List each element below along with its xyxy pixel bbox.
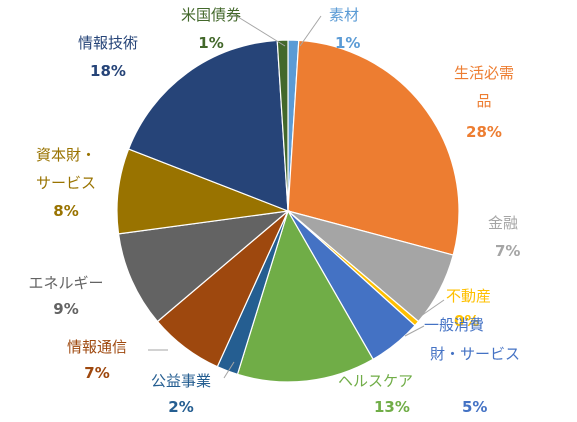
slice-percent-label: 0% <box>454 312 479 330</box>
leader-lines <box>148 11 445 379</box>
slice-label: 素材 <box>329 6 359 24</box>
slice-label: 米国債券 <box>181 6 241 24</box>
pie-slice <box>287 39 460 256</box>
slice-label: 金融 <box>488 214 518 232</box>
pie-slice <box>236 209 374 383</box>
slice-percent-label: 5% <box>462 398 487 416</box>
pie-slice <box>276 39 289 212</box>
pie-slices <box>116 39 460 383</box>
slice-percent-label: 18% <box>90 62 126 80</box>
leader-line <box>404 325 425 337</box>
leader-line <box>229 11 286 47</box>
slice-label: 情報通信 <box>67 338 127 356</box>
slice-percent-label: 1% <box>198 34 223 52</box>
pie-slice <box>127 39 289 212</box>
slice-label: 不動産 <box>446 287 491 305</box>
slice-percent-label: 9% <box>53 300 78 318</box>
slice-label: 情報技術 <box>78 34 138 52</box>
slice-percent-label: 13% <box>374 398 410 416</box>
slice-label: 品 <box>476 92 491 110</box>
slice-label: エネルギー <box>28 274 103 292</box>
leader-line <box>299 15 322 47</box>
slice-label: 生活必需 <box>454 64 514 82</box>
leader-line <box>417 299 445 319</box>
pie-slice <box>117 210 290 323</box>
slice-label: ヘルスケア <box>338 372 413 390</box>
slice-percent-label: 1% <box>335 34 360 52</box>
slice-percent-label: 28% <box>466 123 502 141</box>
slice-label: 資本財・ <box>36 146 96 164</box>
slice-percent-label: 7% <box>84 364 109 382</box>
slice-label: サービス <box>36 174 96 192</box>
slice-percent-label: 8% <box>53 202 78 220</box>
slice-label: 財・サービス <box>430 345 520 363</box>
slice-label: 一般消費 <box>424 316 484 334</box>
slice-percent-label: 7% <box>495 242 520 260</box>
slice-percent-label: 2% <box>168 398 193 416</box>
leader-line <box>223 361 235 379</box>
slice-label: 公益事業 <box>151 372 211 390</box>
